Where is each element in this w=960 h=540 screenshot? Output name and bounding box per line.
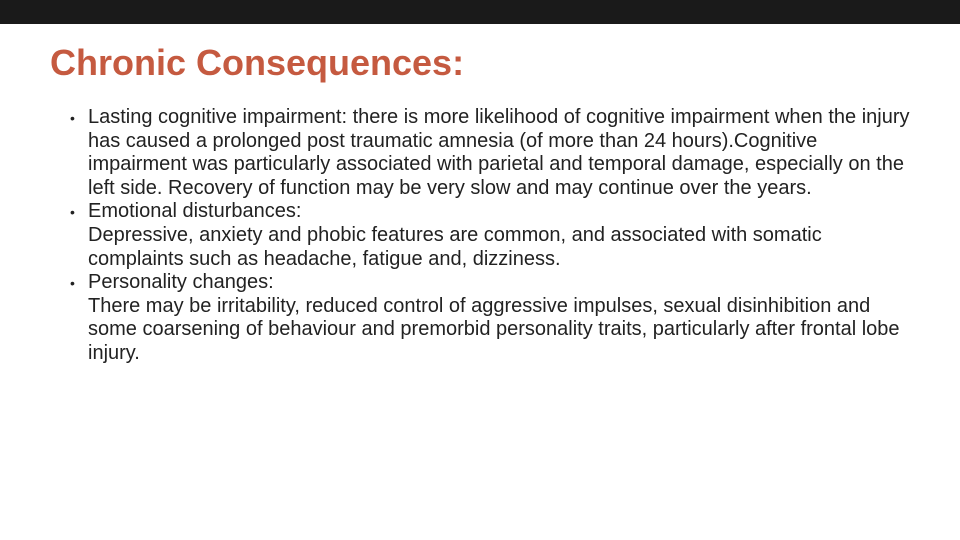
bullet-text: Emotional disturbances:Depressive, anxie… [88, 200, 822, 269]
slide: Chronic Consequences: Lasting cognitive … [0, 0, 960, 540]
bullet-item: Lasting cognitive impairment: there is m… [70, 106, 910, 200]
slide-title: Chronic Consequences: [50, 42, 960, 84]
top-bar [0, 0, 960, 24]
bullet-text: Personality changes:There may be irritab… [88, 271, 900, 364]
bullet-item: Emotional disturbances:Depressive, anxie… [70, 200, 910, 271]
bullet-text: Lasting cognitive impairment: there is m… [88, 106, 910, 199]
bullet-item: Personality changes:There may be irritab… [70, 271, 910, 365]
slide-content: Lasting cognitive impairment: there is m… [70, 106, 910, 366]
